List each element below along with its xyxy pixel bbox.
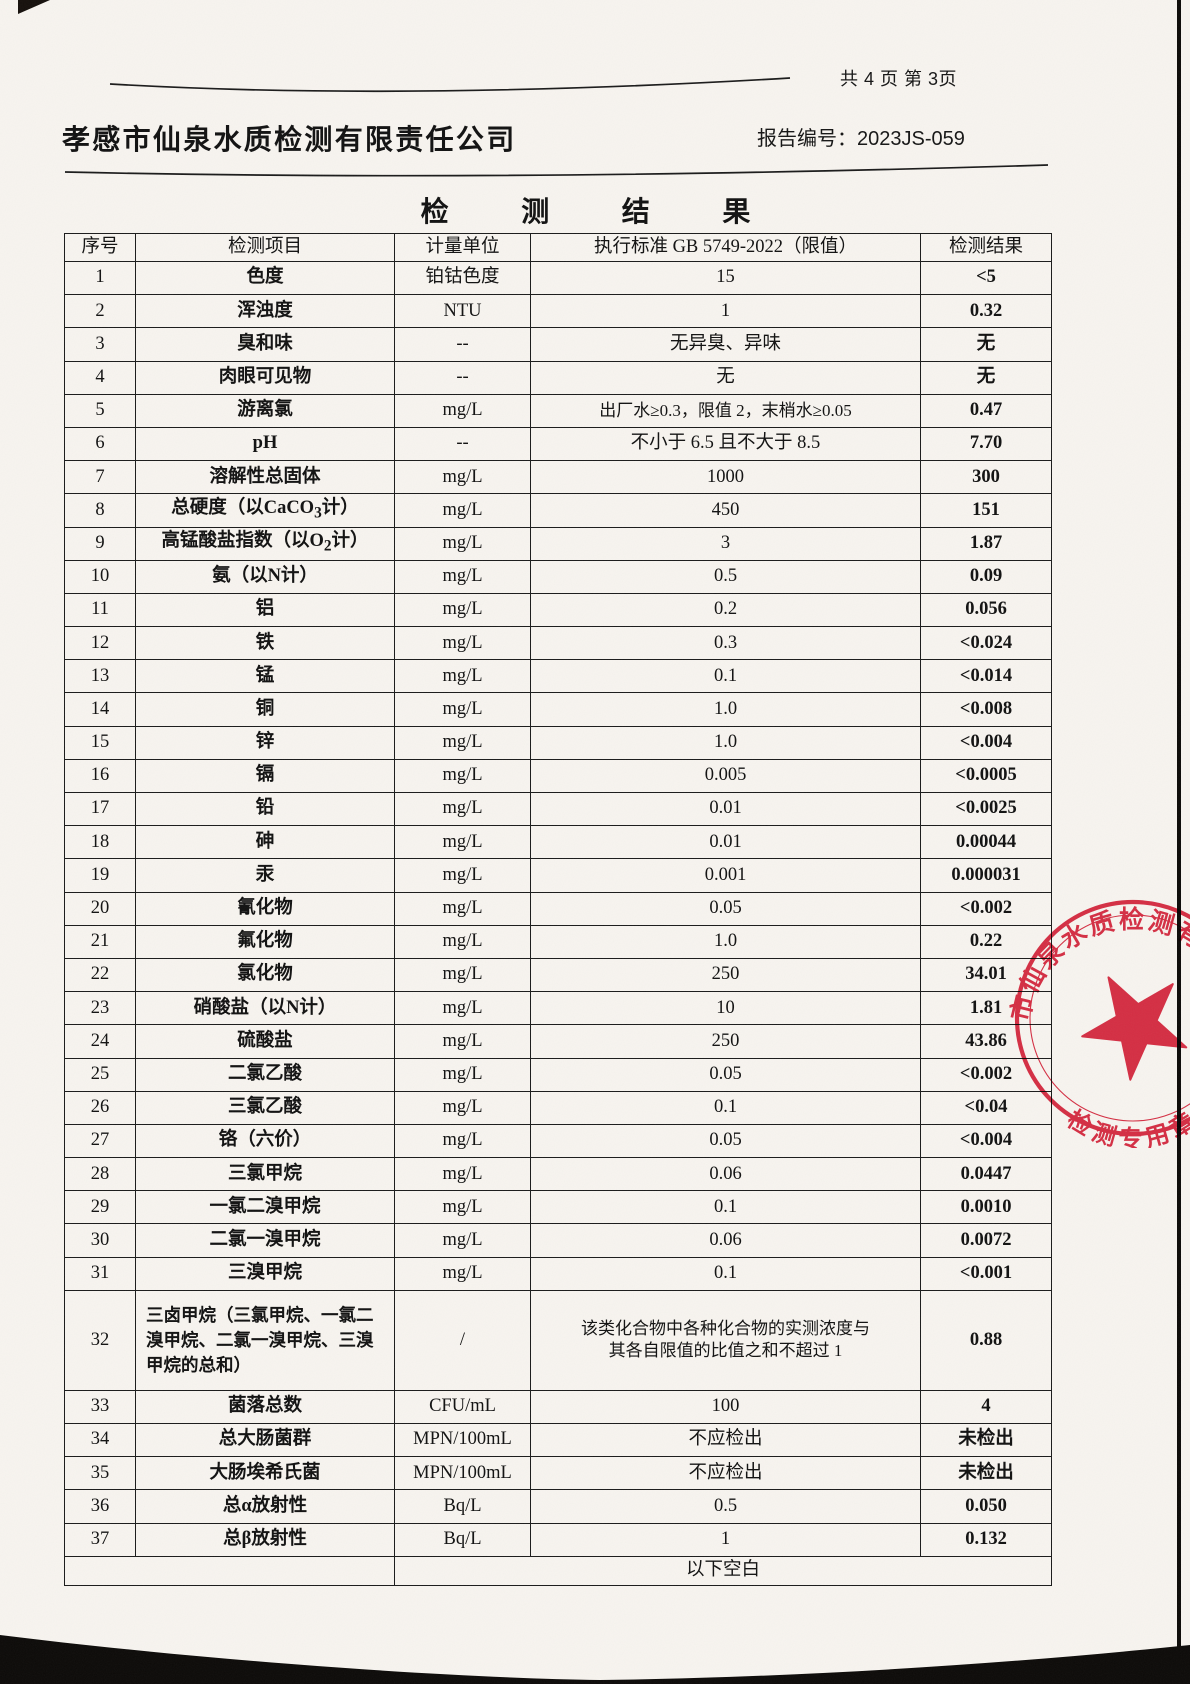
svg-text:检测专用章: 检测专用章 xyxy=(1062,1105,1190,1148)
